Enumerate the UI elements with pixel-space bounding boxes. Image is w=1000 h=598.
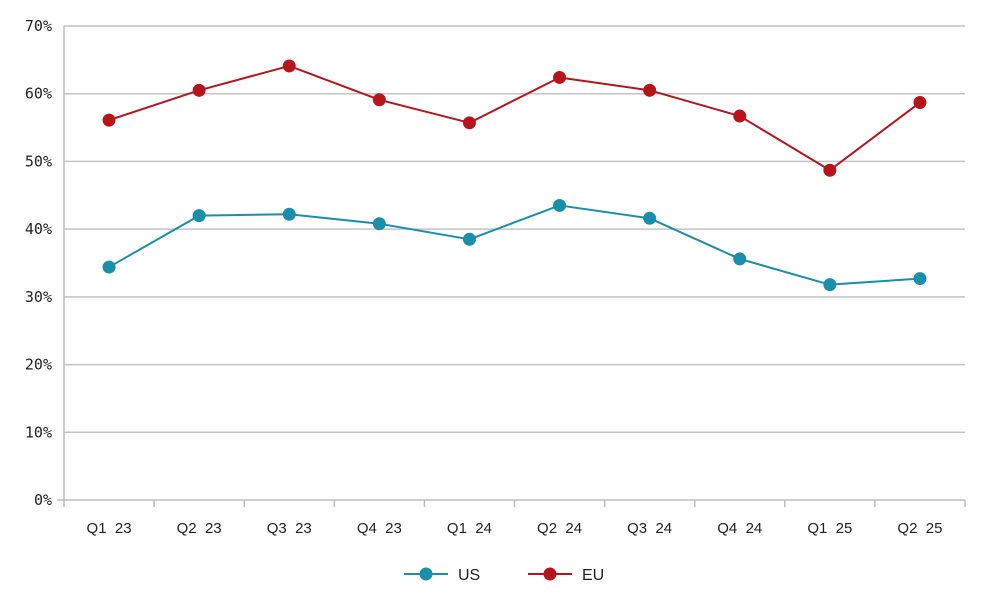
x-tick-label: Q1 25 — [807, 520, 852, 537]
data-point — [372, 217, 386, 231]
x-tick-label: Q2 25 — [897, 520, 942, 537]
series-line — [108, 64, 921, 172]
y-tick-label: 50% — [25, 152, 52, 170]
grid — [64, 25, 965, 434]
data-point — [823, 163, 837, 177]
y-tick-label: 40% — [25, 220, 52, 238]
data-point — [913, 272, 927, 286]
legend-item-us: US — [404, 567, 480, 584]
data-point — [192, 83, 206, 97]
data-point — [823, 278, 837, 292]
data-point — [462, 232, 476, 246]
x-tick-label: Q3 23 — [267, 520, 312, 537]
data-point — [733, 252, 747, 266]
y-tick-label: 70% — [25, 17, 52, 35]
series-line — [108, 204, 921, 286]
y-tick-label: 10% — [25, 423, 52, 441]
data-point — [553, 198, 567, 212]
y-tick-label: 60% — [25, 85, 52, 103]
data-point — [282, 207, 296, 221]
x-tick-label: Q3 24 — [627, 520, 672, 537]
data-point — [462, 116, 476, 130]
series — [102, 59, 927, 292]
x-tick-label: Q4 24 — [717, 520, 762, 537]
data-point — [102, 260, 116, 274]
legend-label: US — [458, 567, 480, 584]
data-point — [643, 211, 657, 225]
y-tick-label: 20% — [25, 356, 52, 374]
data-point — [372, 93, 386, 107]
x-tick-label: Q2 24 — [537, 520, 582, 537]
y-axis-ticks: 0% 10% 20% 30% 40% 50% 60% 70% — [25, 17, 52, 509]
y-tick-label: 0% — [34, 491, 52, 509]
data-point — [733, 109, 747, 123]
legend-label: EU — [582, 567, 604, 584]
data-point — [282, 59, 296, 73]
data-point — [643, 83, 657, 97]
x-tick-label: Q1 23 — [87, 520, 132, 537]
legend-item-eu: EU — [528, 567, 604, 584]
series-us — [102, 198, 927, 292]
data-point — [102, 113, 116, 127]
data-point — [913, 96, 927, 110]
series-eu — [102, 59, 927, 177]
x-tick-label: Q2 23 — [177, 520, 222, 537]
x-tick-label: Q4 23 — [357, 520, 402, 537]
data-point — [192, 209, 206, 223]
legend: US EU — [404, 567, 604, 584]
legend-swatch-marker — [419, 567, 433, 581]
legend-swatch-marker — [543, 567, 557, 581]
x-tick-label: Q1 24 — [447, 520, 492, 537]
y-tick-label: 30% — [25, 288, 52, 306]
data-point — [553, 70, 567, 84]
axes — [57, 26, 966, 507]
x-axis-ticks: Q1 23 Q2 23 Q3 23 Q4 23 Q1 24 Q2 24 Q3 24 Q4 24… — [87, 520, 943, 537]
